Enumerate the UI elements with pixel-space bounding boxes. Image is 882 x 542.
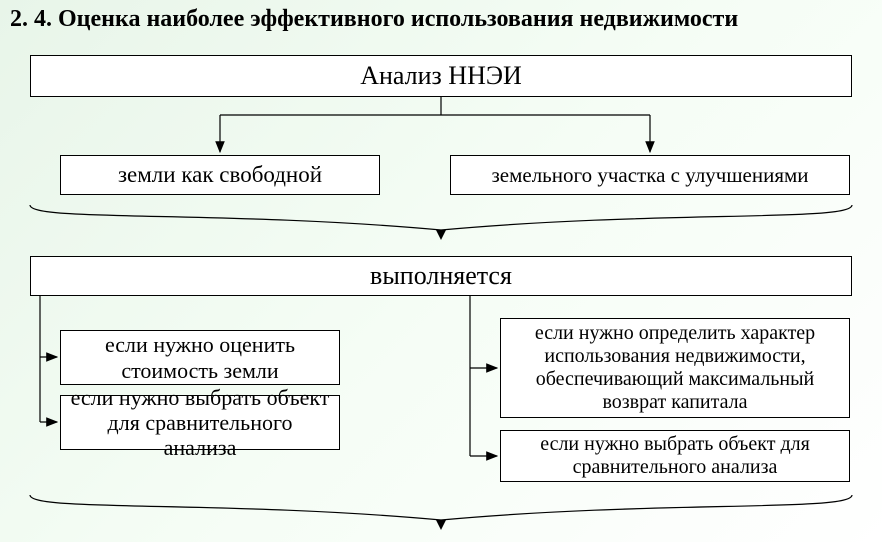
root-box: Анализ ННЭИ	[30, 55, 852, 97]
branch-right-box: земельного участка с улучшениями	[450, 155, 850, 195]
mid-box: выполняется	[30, 256, 852, 296]
page-title: 2. 4. Оценка наиболее эффективного испол…	[10, 6, 872, 33]
leaf-l2-box: если нужно выбрать объект для сравнитель…	[60, 395, 340, 450]
leaf-l1-box: если нужно оценить стоимость земли	[60, 330, 340, 385]
leaf-r2-box: если нужно выбрать объект для сравнитель…	[500, 430, 850, 482]
branch-left-box: земли как свободной	[60, 155, 380, 195]
leaf-r1-box: если нужно определить характер использов…	[500, 318, 850, 418]
